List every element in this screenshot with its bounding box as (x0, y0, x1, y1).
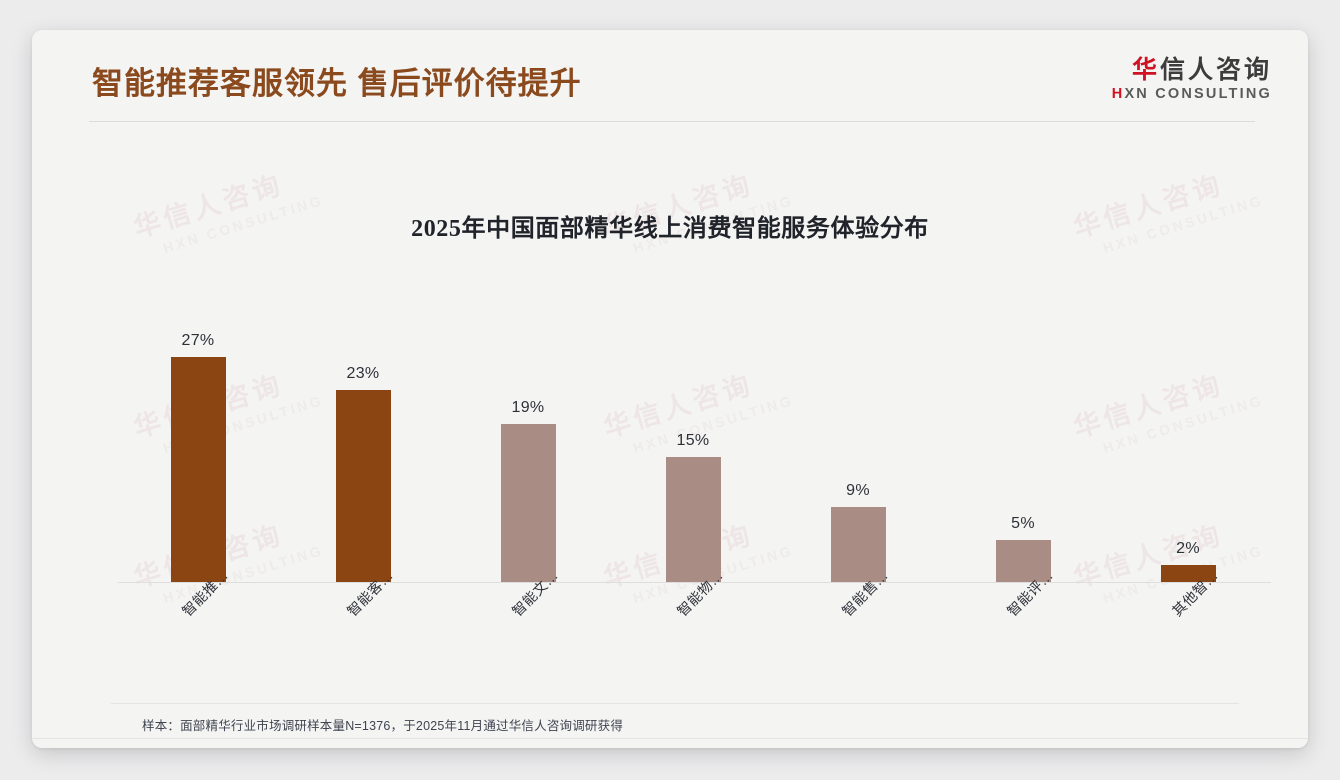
bar-value-label: 9% (846, 482, 870, 499)
bar-group[interactable]: 19% (448, 399, 608, 582)
brand-logo: 华信人咨询 HXN CONSULTING (1042, 57, 1272, 102)
logo-en-rest: XN CONSULTING (1124, 86, 1272, 103)
bar-group[interactable]: 15% (613, 432, 773, 582)
logo-chinese: 华信人咨询 (1042, 57, 1272, 83)
bar[interactable] (665, 457, 721, 582)
bar-value-label: 15% (676, 432, 710, 449)
bar[interactable] (335, 390, 391, 582)
x-axis-tick-label: 智能推… (118, 567, 278, 619)
x-axis-tick-label: 智能文… (448, 567, 608, 619)
header-divider (89, 121, 1255, 122)
bar-group[interactable]: 27% (118, 332, 278, 582)
bar-group[interactable]: 2% (1108, 540, 1268, 582)
x-axis-tick-label: 智能评… (943, 567, 1103, 619)
bar[interactable] (500, 423, 556, 582)
bar[interactable] (1160, 565, 1216, 582)
x-axis-tick-label: 智能售… (778, 567, 938, 619)
logo-en-accent: H (1111, 86, 1125, 103)
x-axis-tick-label: 智能客… (283, 567, 443, 619)
bar-group[interactable]: 9% (778, 482, 938, 582)
bar-group[interactable]: 5% (943, 515, 1103, 582)
bar-value-label: 2% (1176, 540, 1200, 558)
footer-divider (32, 738, 1308, 739)
x-axis-line (118, 582, 1271, 583)
footnote-divider (111, 703, 1239, 704)
x-axis-category-labels: 智能推… 智能客… 智能文… 智能物… 智能售… 智能评… 其他智… (85, 567, 1271, 676)
chart-title: 2025年中国面部精华线上消费智能服务体验分布 (411, 216, 929, 242)
bar-value-label: 23% (346, 365, 380, 383)
bar[interactable] (170, 357, 226, 582)
bar-value-label: 5% (1011, 515, 1035, 533)
logo-english: HXN CONSULTING (1042, 86, 1272, 102)
slide-canvas: 华信人咨询 HXN CONSULTING 华信人咨询 HXN CONSULTIN… (32, 30, 1308, 748)
x-axis-tick-label: 智能物… (613, 567, 773, 619)
logo-accent-char: 华 (1131, 56, 1160, 84)
bar-value-label: 19% (511, 398, 545, 416)
source-note: 样本：面部精华行业市场调研样本量N=1376，于2025年11月通过华信人咨询调… (142, 719, 624, 733)
bar[interactable] (830, 507, 886, 582)
logo-chinese-rest: 信人咨询 (1159, 56, 1272, 84)
slide-header: 智能推荐客服领先 售后评价待提升 华信人咨询 HXN CONSULTING (32, 30, 1308, 121)
bar-value-label: 27% (181, 332, 215, 349)
bar-group[interactable]: 23% (283, 365, 443, 582)
bar-chart-plot: 27% 23% 19% 15% 9% 5% 2% (85, 270, 1271, 583)
bar[interactable] (995, 540, 1051, 582)
x-axis-tick-label: 其他智… (1108, 567, 1268, 619)
page-title: 智能推荐客服领先 售后评价待提升 (92, 66, 582, 101)
